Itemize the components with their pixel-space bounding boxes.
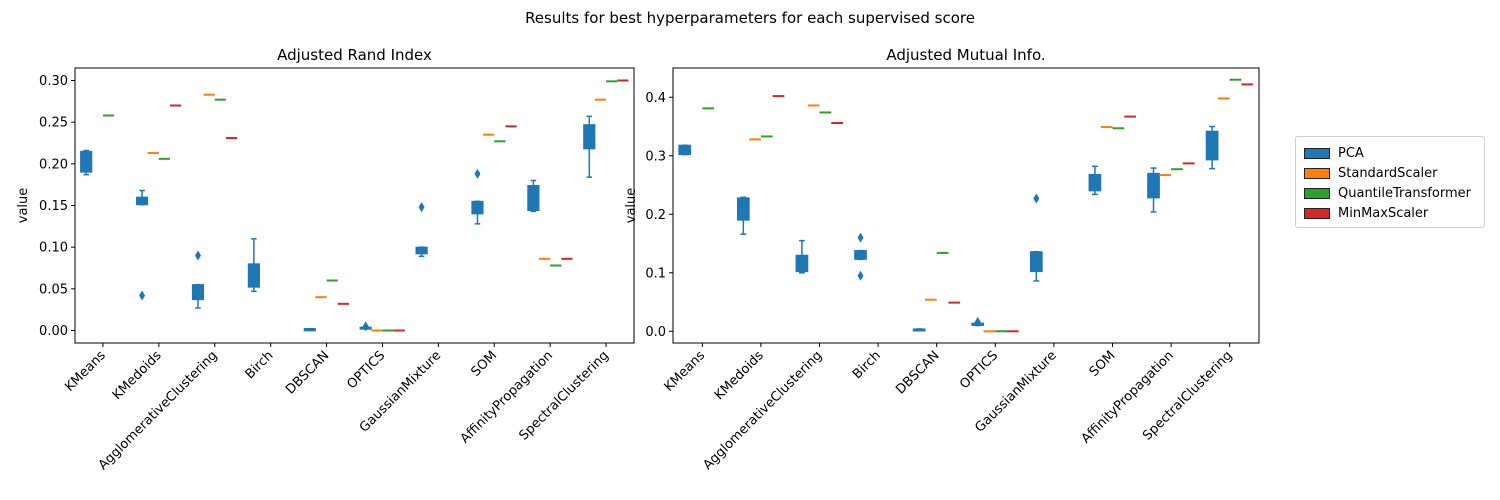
- y-tick-label: 0.20: [39, 157, 68, 172]
- outlier-point: [857, 232, 864, 243]
- panel-title: Adjusted Rand Index: [277, 46, 432, 64]
- box-body: [80, 150, 93, 173]
- legend-swatch-standardscaler: [1304, 167, 1330, 179]
- x-tick-label-optics: OPTICS: [957, 348, 1001, 392]
- y-axis-label: value: [624, 188, 639, 224]
- box-body: [191, 284, 205, 301]
- legend-swatch-minmaxscaler: [1304, 207, 1330, 219]
- y-tick-label: 0.05: [39, 282, 68, 297]
- box-pca-gaussianmixture: [1029, 193, 1043, 282]
- x-tick-label-som: SOM: [468, 348, 500, 380]
- outlier-point: [418, 202, 425, 213]
- x-tick-label-som: SOM: [1087, 348, 1119, 380]
- box-pca-kmeans: [80, 149, 93, 176]
- legend-item-minmaxscaler: MinMaxScaler: [1304, 203, 1476, 223]
- y-tick-label: 0.10: [39, 241, 68, 256]
- box-pca-spectralclustering: [1205, 125, 1219, 170]
- y-tick-label: 0.30: [39, 74, 68, 89]
- box-body: [736, 197, 750, 221]
- outlier-point: [1033, 193, 1040, 204]
- box-body: [1147, 172, 1160, 199]
- y-tick-label: 0.25: [39, 116, 68, 131]
- x-tick-label-dbscan: DBSCAN: [283, 348, 332, 397]
- outlier-point: [194, 250, 201, 261]
- y-tick-label: 0.00: [39, 324, 68, 339]
- legend-swatch-quantiletransformer: [1304, 187, 1330, 199]
- box-pca-kmedoids: [135, 189, 149, 301]
- outlier-point: [974, 316, 981, 327]
- box-pca-optics: [359, 321, 372, 332]
- y-tick-label: 0.3: [645, 149, 666, 164]
- box-pca-agglomerativeclustering: [191, 250, 205, 309]
- box-body: [1205, 130, 1219, 161]
- x-tick-label-dbscan: DBSCAN: [893, 348, 942, 397]
- legend-item-pca: PCA: [1304, 143, 1476, 163]
- box-pca-gaussianmixture: [415, 202, 428, 258]
- y-tick-label: 0.4: [645, 91, 666, 106]
- legend-label-pca: PCA: [1338, 145, 1364, 161]
- legend-item-quantiletransformer: QuantileTransformer: [1304, 183, 1476, 203]
- outlier-point: [474, 168, 481, 179]
- box-pca-spectralclustering: [583, 115, 596, 178]
- box-pca-kmeans: [678, 144, 692, 156]
- x-tick-label-optics: OPTICS: [344, 348, 388, 392]
- legend-label-quantiletransformer: QuantileTransformer: [1338, 185, 1472, 201]
- x-tick-label-agglomerativeclustering: AgglomerativeClustering: [700, 348, 825, 473]
- y-axis-label: value: [16, 188, 31, 224]
- x-tick-label-agglomerativeclustering: AgglomerativeClustering: [96, 348, 221, 473]
- box-pca-dbscan: [912, 328, 926, 332]
- box-pca-birch: [247, 238, 260, 293]
- box-pca-kmedoids: [736, 196, 750, 235]
- legend-label-minmaxscaler: MinMaxScaler: [1338, 205, 1429, 221]
- x-tick-label-kmedoids: KMedoids: [110, 348, 165, 403]
- box-pca-som: [471, 168, 484, 225]
- x-tick-label-birch: Birch: [850, 348, 884, 382]
- y-tick-label: 0.0: [645, 325, 666, 340]
- box-body: [415, 246, 428, 255]
- legend-item-standardscaler: StandardScaler: [1304, 163, 1476, 183]
- outlier-point: [139, 290, 146, 301]
- panel-adjusted-rand-index: Adjusted Rand Index value 0.00 0.05 0.10 0.15…: [16, 46, 635, 473]
- legend: PCA StandardScaler QuantileTransformer M…: [1295, 136, 1485, 228]
- legend-swatch-pca: [1304, 147, 1330, 159]
- plot-frame: [74, 67, 635, 344]
- box-pca-affinitypropagation: [1147, 167, 1160, 213]
- box-pca-agglomerativeclustering: [795, 239, 809, 274]
- box-pca-dbscan: [303, 328, 316, 332]
- box-pca-optics: [971, 316, 985, 327]
- box-body: [527, 185, 540, 211]
- box-pca-affinitypropagation: [527, 179, 540, 213]
- y-tick-label: 0.1: [645, 266, 666, 281]
- x-tick-label-birch: Birch: [243, 348, 277, 382]
- box-body: [795, 254, 809, 273]
- x-tick-label-kmedoids: KMedoids: [712, 348, 767, 403]
- y-tick-label: 0.2: [645, 208, 666, 223]
- outlier-point: [857, 270, 864, 281]
- x-tick-label-affinitypropagation: AffinityPropagation: [458, 348, 556, 446]
- x-tick-label-kmeans: KMeans: [62, 348, 109, 395]
- box-body: [583, 124, 596, 150]
- panel-adjusted-mutual-info: Adjusted Mutual Info. value 0.0 0.1 0.2 0.3 0.…: [624, 46, 1260, 473]
- outlier-point: [362, 321, 369, 332]
- plot-frame: [672, 67, 1260, 344]
- figure-title: Results for best hyperparameters for eac…: [525, 9, 975, 27]
- legend-label-standardscaler: StandardScaler: [1338, 165, 1438, 181]
- box-pca-som: [1088, 165, 1102, 196]
- y-tick-label: 0.15: [39, 199, 68, 214]
- box-body: [247, 263, 260, 288]
- panel-title: Adjusted Mutual Info.: [886, 46, 1045, 64]
- x-tick-label-kmeans: KMeans: [662, 348, 709, 395]
- box-pca-birch: [854, 232, 867, 281]
